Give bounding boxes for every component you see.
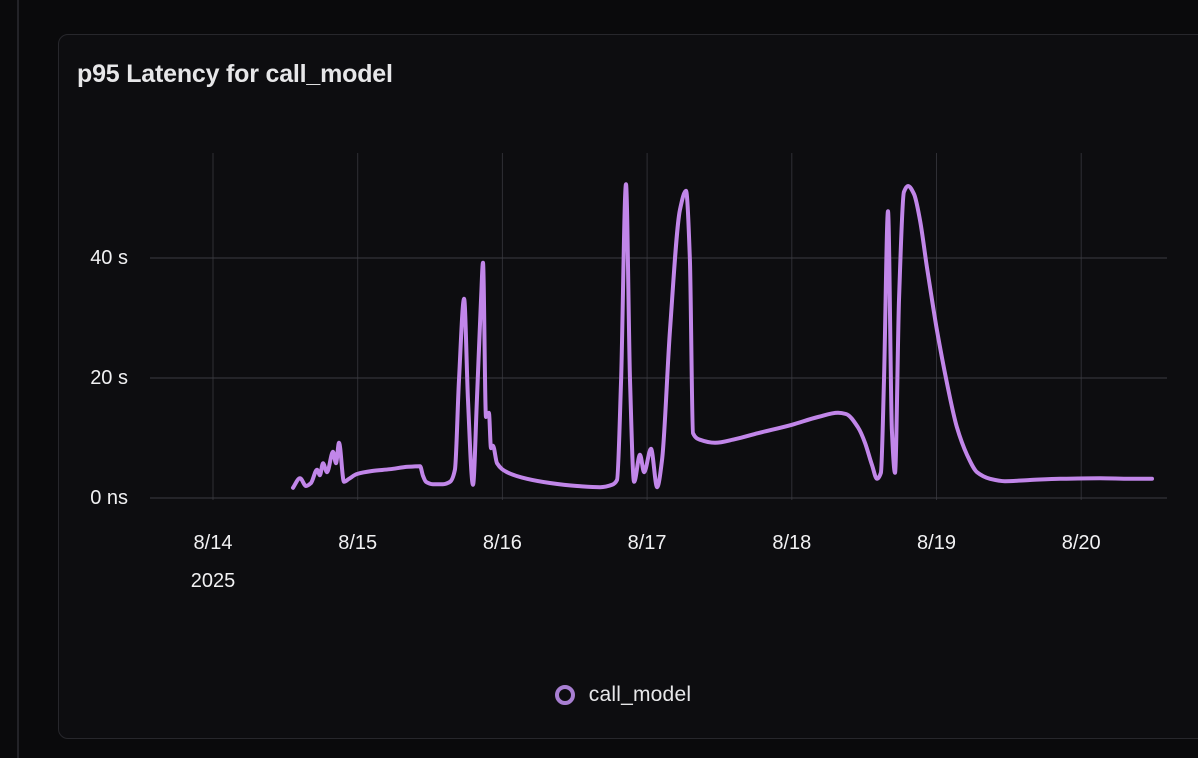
x-axis-tick-label: 8/14: [193, 532, 233, 554]
legend-item-call-model[interactable]: call_model: [554, 683, 692, 707]
x-axis-tick-label: 8/20: [1061, 532, 1101, 554]
chart-title: p95 Latency for call_model: [77, 60, 393, 88]
latency-chart-card: p95 Latency for call_model: [58, 34, 1198, 739]
x-axis-year-label: 2025: [190, 570, 236, 592]
x-axis-tick-label: 8/19: [917, 532, 956, 554]
x-axis-tick-label: 8/17: [627, 532, 667, 554]
x-axis-tick-label: 8/16: [482, 532, 522, 554]
y-axis-tick-label: 20 s: [90, 367, 128, 389]
y-axis-tick-label: 0 ns: [90, 487, 128, 509]
series-line-call_model: [291, 182, 1154, 490]
panel-divider: [17, 0, 19, 758]
series-ring-icon: [554, 685, 575, 705]
chart-legend: call_model: [58, 679, 1188, 711]
x-axis-tick-label: 8/15: [338, 532, 378, 554]
legend-item-label: call_model: [588, 683, 692, 706]
y-axis-tick-label: 40 s: [90, 247, 128, 269]
x-axis-tick-label: 8/18: [772, 532, 812, 554]
